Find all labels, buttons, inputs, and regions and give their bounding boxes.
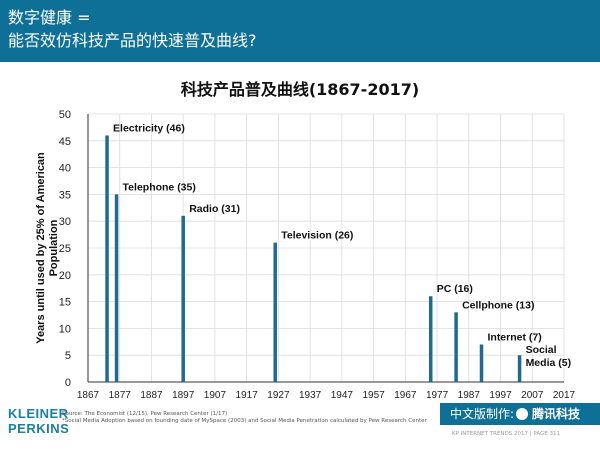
bar-data-label: Electricity (46) — [113, 122, 185, 134]
x-tick-label: 1977 — [426, 390, 449, 401]
x-tick-label: 1887 — [140, 390, 163, 401]
logo-line1: KLEINER — [8, 406, 69, 421]
x-tick-label: 2017 — [553, 390, 576, 401]
y-tick-label: 35 — [59, 189, 71, 201]
logo-line2: PERKINS — [8, 421, 70, 436]
y-tick-label: 30 — [59, 216, 71, 228]
x-tick-label: 2007 — [521, 390, 544, 401]
bar-data-label: Media (5) — [526, 357, 572, 369]
y-tick-label: 25 — [59, 243, 71, 255]
x-tick-label: 1867 — [77, 390, 100, 401]
x-tick-label: 1927 — [267, 390, 290, 401]
y-tick-label: 0 — [65, 377, 71, 389]
kleiner-perkins-logo: KLEINER PERKINS — [8, 406, 69, 436]
bar — [454, 312, 458, 382]
x-tick-label: 1947 — [331, 390, 354, 401]
bar-data-label: PC (16) — [437, 283, 473, 295]
source-line1: Source: The Economist (12/15), Pew Resea… — [62, 411, 228, 417]
y-tick-label: 40 — [59, 163, 71, 175]
bar — [181, 215, 185, 382]
header-title-line2: 能否效仿科技产品的快速普及曲线? — [8, 31, 257, 50]
chart-title: 科技产品普及曲线(1867-2017) — [180, 80, 420, 99]
bar-data-label: Radio (31) — [189, 203, 240, 215]
y-tick-label: 20 — [59, 270, 71, 282]
x-tick-label: 1877 — [109, 390, 132, 401]
header-title-line1: 数字健康 = — [8, 8, 91, 27]
badge-text: 中文版制作: — [450, 407, 515, 421]
y-tick-label: 15 — [59, 297, 71, 309]
bar-data-label: Cellphone (13) — [462, 299, 534, 311]
y-tick-label: 10 — [59, 323, 71, 335]
bar — [273, 242, 277, 382]
y-axis-title: Population — [48, 219, 60, 276]
bar-data-label: Telephone (35) — [123, 181, 196, 193]
bar — [428, 296, 433, 382]
y-tick-label: 45 — [59, 136, 71, 148]
bar-data-label: Internet (7) — [487, 331, 541, 343]
x-tick-label: 1957 — [362, 390, 385, 401]
y-axis-title: Years until used by 25% of American — [35, 152, 47, 344]
x-tick-label: 1907 — [204, 390, 227, 401]
badge-brand: 腾讯科技 — [532, 407, 581, 421]
source-line2: *Social Media Adoption based on founding… — [62, 418, 427, 424]
page-footer: KP INTERNET TRENDS 2017 | PAGE 311 — [452, 431, 560, 437]
y-tick-label: 5 — [65, 350, 71, 362]
x-tick-label: 1897 — [172, 390, 195, 401]
x-tick-label: 1917 — [236, 390, 259, 401]
x-tick-label: 1937 — [299, 390, 322, 401]
translation-badge: 中文版制作: 腾讯科技 — [440, 403, 600, 425]
header-banner: 数字健康 = 能否效仿科技产品的快速普及曲线? — [0, 0, 600, 62]
source-note: Source: The Economist (12/15), Pew Resea… — [62, 411, 427, 425]
bar — [517, 355, 522, 382]
y-tick-label: 50 — [59, 109, 71, 121]
x-tick-label: 1997 — [489, 390, 512, 401]
x-tick-label: 1987 — [458, 390, 481, 401]
tencent-logo-icon — [516, 407, 529, 420]
x-tick-label: 1967 — [394, 390, 417, 401]
bar — [114, 194, 119, 382]
bar — [479, 344, 484, 382]
bar-data-label: Social — [526, 344, 557, 356]
bar-data-label: Television (26) — [281, 230, 353, 242]
bar — [105, 135, 109, 382]
